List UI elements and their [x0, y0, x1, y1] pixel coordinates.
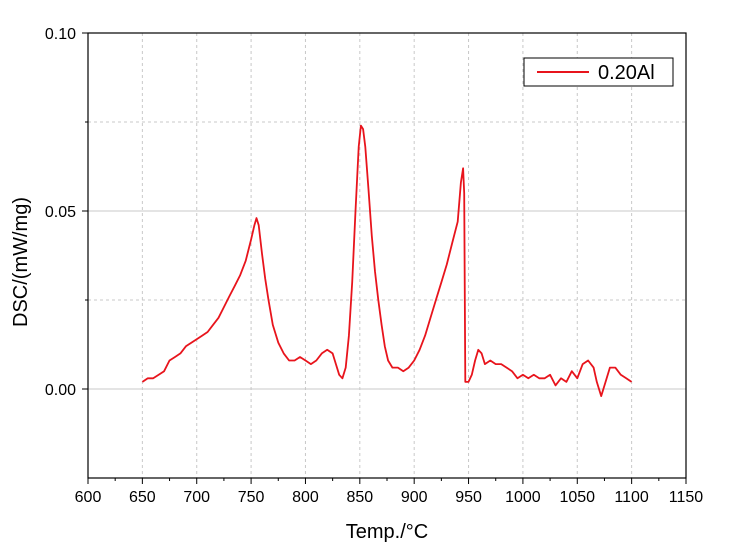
- plot-frame: [87, 32, 687, 479]
- x-tick-label: 850: [346, 489, 373, 506]
- x-tick-label: 1050: [559, 489, 595, 506]
- x-axis-title: Temp./°C: [346, 521, 428, 543]
- tick-labels: 600 650 700 750 800 850 900 950 1000 1050 1100 1150…: [45, 26, 703, 506]
- grid-lines: [88, 33, 686, 478]
- y-tick-label: 0.10: [45, 26, 76, 43]
- x-tick-label: 1150: [669, 489, 704, 506]
- y-tick-label: 0.05: [45, 204, 76, 221]
- axis-ticks: [82, 32, 687, 484]
- series-layer: [141, 124, 633, 397]
- y-tick-label: 0.00: [45, 382, 76, 399]
- x-tick-label: 750: [238, 489, 265, 506]
- x-tick-label: 1000: [505, 489, 541, 506]
- y-axis-title: DSC/(mW/mg): [10, 197, 32, 327]
- legend-label: 0.20Al: [598, 62, 655, 84]
- x-tick-label: 900: [401, 489, 428, 506]
- x-tick-label: 950: [455, 489, 482, 506]
- x-tick-label: 600: [75, 489, 102, 506]
- x-tick-label: 650: [129, 489, 156, 506]
- x-tick-label: 800: [292, 489, 319, 506]
- series-line-0.20Al: [141, 124, 633, 397]
- x-tick-label: 1100: [614, 489, 649, 506]
- x-tick-label: 700: [183, 489, 210, 506]
- legend: 0.20Al: [523, 57, 674, 87]
